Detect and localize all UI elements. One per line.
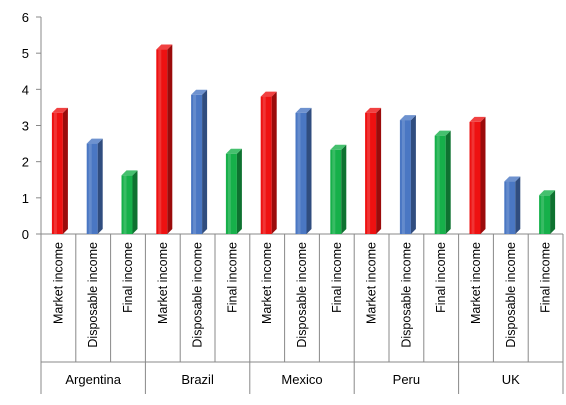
bar-side xyxy=(376,107,382,234)
bar-front xyxy=(434,135,446,234)
bar-front xyxy=(156,49,168,234)
bar-side xyxy=(167,44,173,234)
category-label: Final income xyxy=(539,242,553,313)
bar-highlight xyxy=(297,112,301,234)
bar-highlight xyxy=(332,149,336,234)
bar-highlight xyxy=(262,96,266,234)
bar-highlight xyxy=(401,120,405,234)
bar-top xyxy=(365,107,382,113)
bar-highlight xyxy=(158,49,162,234)
bar-top xyxy=(469,116,486,122)
chart-axes: 0 1 2 3 4 5 6 xyxy=(22,10,564,394)
bar-front xyxy=(504,181,516,234)
bar-front xyxy=(51,112,63,234)
category-label: Disposable income xyxy=(399,242,413,348)
bar-highlight xyxy=(367,112,371,234)
bar-top xyxy=(399,115,416,121)
bar-side xyxy=(132,170,138,234)
group-label: UK xyxy=(502,372,520,387)
bar-front xyxy=(225,153,237,234)
bar-side xyxy=(306,107,312,234)
group-label: Peru xyxy=(393,372,420,387)
bar-highlight xyxy=(88,143,92,234)
category-label: Disposable income xyxy=(504,242,518,348)
bar-highlight xyxy=(506,181,510,234)
bar-front xyxy=(295,112,307,234)
category-label: Final income xyxy=(121,242,135,313)
bar-side xyxy=(410,115,416,234)
bar-front xyxy=(121,175,133,234)
bar-top xyxy=(191,89,208,95)
bar-top xyxy=(539,190,556,196)
bar-side xyxy=(550,190,556,234)
bar-front xyxy=(399,120,411,234)
bar-side xyxy=(202,89,208,234)
bar-top xyxy=(51,107,68,113)
bar-side xyxy=(445,130,451,234)
bar-front xyxy=(330,149,342,234)
category-label: Disposable income xyxy=(295,242,309,348)
bar-side xyxy=(515,176,521,234)
y-tick-label: 6 xyxy=(22,10,29,25)
group-label: Mexico xyxy=(281,372,322,387)
bar-front xyxy=(86,143,98,234)
chart-bars xyxy=(51,44,556,234)
category-label: Final income xyxy=(330,242,344,313)
bar-top xyxy=(156,44,173,50)
bar-front xyxy=(191,94,203,234)
y-tick-label: 5 xyxy=(22,46,29,61)
bar-highlight xyxy=(227,153,231,234)
bar-side xyxy=(480,116,486,234)
bar-side xyxy=(97,138,103,234)
category-label: Final income xyxy=(434,242,448,313)
bar-front xyxy=(260,96,272,234)
y-tick-label: 1 xyxy=(22,191,29,206)
bar-side xyxy=(62,107,68,234)
category-label: Final income xyxy=(225,242,239,313)
bar-top xyxy=(434,130,451,136)
bar-highlight xyxy=(123,175,127,234)
y-tick-label: 4 xyxy=(22,82,29,97)
category-label: Disposable income xyxy=(191,242,205,348)
y-tick-label: 2 xyxy=(22,155,29,170)
group-label: Brazil xyxy=(181,372,214,387)
category-label: Market income xyxy=(156,242,170,324)
bar-highlight xyxy=(541,195,545,234)
bar-top xyxy=(504,176,521,182)
bar-top xyxy=(86,138,103,144)
bar-side xyxy=(341,144,347,234)
y-tick-label: 3 xyxy=(22,119,29,134)
bar-highlight xyxy=(193,94,197,234)
bar-top xyxy=(225,148,242,154)
chart-labels: Market income Disposable income Final inco… xyxy=(51,242,552,387)
y-tick-label: 0 xyxy=(22,227,29,242)
category-label: Market income xyxy=(469,242,483,324)
bar-highlight xyxy=(436,135,440,234)
bar-side xyxy=(236,148,242,234)
bar-front xyxy=(365,112,377,234)
bar-highlight xyxy=(471,121,475,234)
category-label: Market income xyxy=(51,242,65,324)
bar-top xyxy=(121,170,138,176)
bar-front xyxy=(539,195,551,234)
bar-top xyxy=(260,91,277,97)
bar-highlight xyxy=(53,112,57,234)
bar-front xyxy=(469,121,481,234)
category-label: Market income xyxy=(365,242,379,324)
bar-top xyxy=(295,107,312,113)
category-label: Disposable income xyxy=(86,242,100,348)
category-label: Market income xyxy=(260,242,274,324)
group-label: Argentina xyxy=(65,372,121,387)
bar-side xyxy=(271,91,277,234)
bar-top xyxy=(330,144,347,150)
